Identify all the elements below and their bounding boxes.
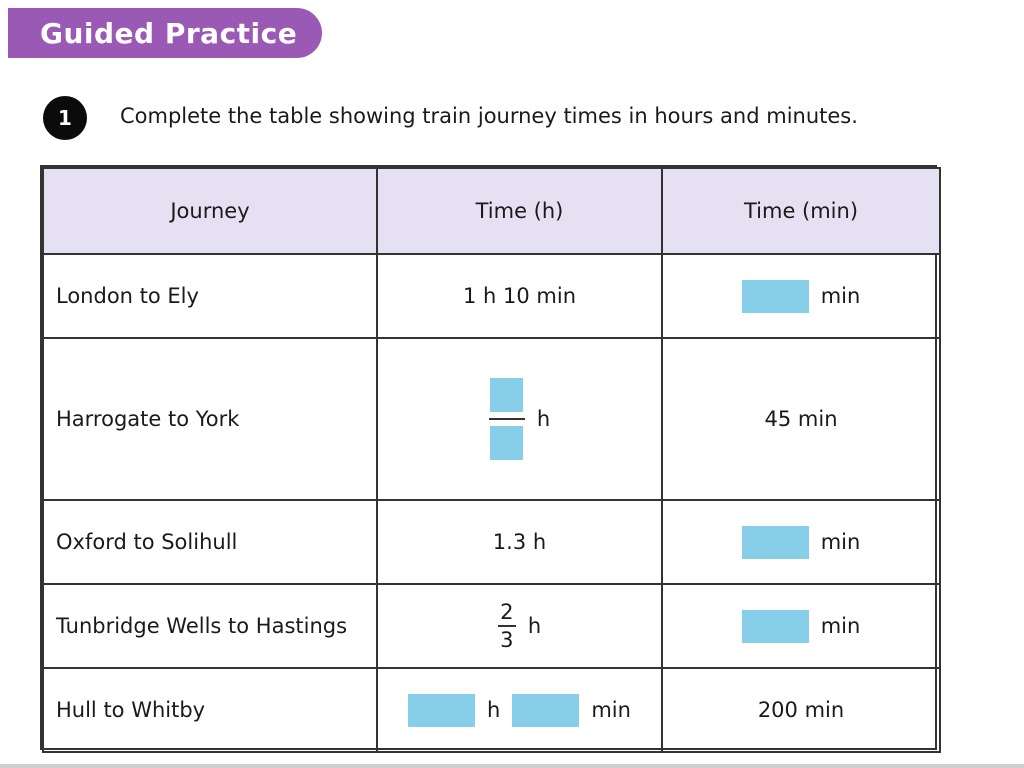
header-time-h: Time (h): [376, 167, 663, 255]
time-h-cell: h min: [376, 667, 663, 753]
fraction-denominator: 3: [500, 628, 514, 652]
time-min-cell: 200 min: [661, 667, 941, 753]
page-bottom-border: [0, 764, 1024, 768]
fraction-answer: [488, 378, 525, 460]
answer-box-minutes[interactable]: [512, 693, 580, 727]
table-row: Hull to Whitby h min 200 min: [42, 667, 941, 753]
time-min-cell: min: [661, 499, 941, 585]
fraction-bar: [488, 418, 525, 420]
table-row: Tunbridge Wells to Hastings 2 3 h: [42, 583, 941, 669]
time-min-cell: 45 min: [661, 337, 941, 501]
fraction: 2 3: [497, 600, 516, 652]
journey-cell: Oxford to Solihull: [42, 499, 378, 585]
journey-cell: Harrogate to York: [42, 337, 378, 501]
unit-label: min: [820, 530, 861, 554]
journey-table: Journey Time (h) Time (min) London to El…: [40, 165, 941, 753]
unit-label: min: [820, 614, 861, 638]
banner-title: Guided Practice: [40, 16, 298, 50]
time-h-cell: 1 h 10 min: [376, 253, 663, 339]
question-text: Complete the table showing train journey…: [120, 104, 858, 128]
header-time-min: Time (min): [661, 167, 941, 255]
table-row: London to Ely 1 h 10 min min: [42, 253, 941, 339]
numerator-answer-box[interactable]: [490, 378, 524, 412]
section-banner: Guided Practice: [8, 8, 322, 58]
table-header-row: Journey Time (h) Time (min): [42, 167, 941, 255]
question-number-badge: 1: [43, 96, 87, 140]
time-min-cell: min: [661, 253, 941, 339]
table-row: Oxford to Solihull 1.3 h min: [42, 499, 941, 585]
answer-box[interactable]: [741, 609, 809, 643]
fraction-bar: [497, 625, 516, 627]
time-h-cell: h: [376, 337, 663, 501]
answer-box-hours[interactable]: [408, 693, 476, 727]
time-h-cell: 2 3 h: [376, 583, 663, 669]
unit-label: h: [536, 407, 551, 431]
journey-cell: Hull to Whitby: [42, 667, 378, 753]
unit-label: min: [820, 284, 861, 308]
time-h-cell: 1.3 h: [376, 499, 663, 585]
answer-box[interactable]: [741, 525, 809, 559]
answer-box[interactable]: [741, 279, 809, 313]
fraction-numerator: 2: [500, 600, 514, 624]
unit-label: h: [527, 614, 542, 638]
journey-cell: Tunbridge Wells to Hastings: [42, 583, 378, 669]
table-row: Harrogate to York h 45 min: [42, 337, 941, 501]
header-journey: Journey: [42, 167, 378, 255]
time-min-cell: min: [661, 583, 941, 669]
journey-cell: London to Ely: [42, 253, 378, 339]
denominator-answer-box[interactable]: [490, 426, 524, 460]
unit-label: min: [591, 698, 631, 722]
unit-label: h: [487, 698, 501, 722]
